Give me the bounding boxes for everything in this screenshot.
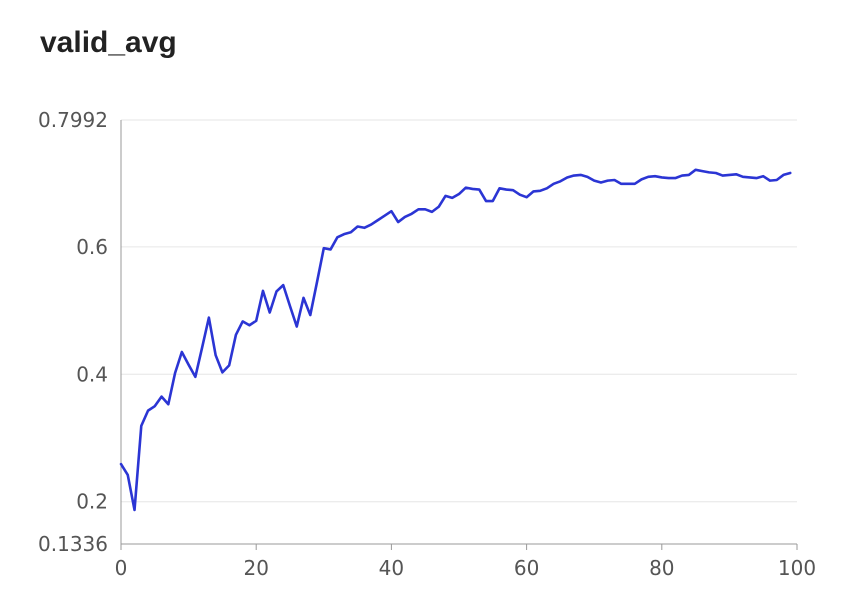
chart-title: valid_avg xyxy=(40,26,177,59)
x-tick-label: 80 xyxy=(649,556,674,580)
y-tick-label: 0.4 xyxy=(76,362,108,386)
gridlines xyxy=(121,119,797,503)
x-tick-label: 0 xyxy=(115,556,128,580)
x-tick-label: 20 xyxy=(243,556,268,580)
axes xyxy=(120,120,798,550)
y-tick-label: 0.2 xyxy=(76,490,108,514)
series-layer xyxy=(119,168,792,512)
y-tick-labels: 0.1336 0.2 0.4 0.6 0.7992 xyxy=(38,108,108,556)
x-tick-label: 40 xyxy=(379,556,404,580)
x-tick-label: 60 xyxy=(514,556,539,580)
x-tick-label: 100 xyxy=(778,556,816,580)
y-tick-label: 0.1336 xyxy=(38,532,108,556)
series-line xyxy=(119,168,792,512)
y-tick-label: 0.6 xyxy=(76,235,108,259)
y-tick-label: 0.7992 xyxy=(38,108,108,132)
x-tick-labels: 0 20 40 60 80 100 xyxy=(115,556,816,580)
